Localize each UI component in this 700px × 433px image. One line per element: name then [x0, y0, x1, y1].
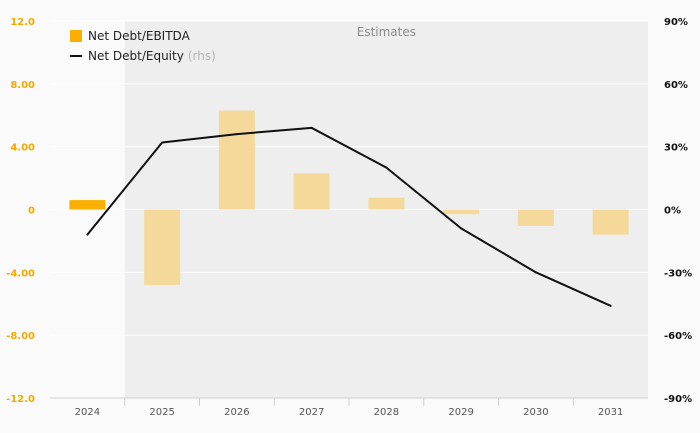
legend-swatch-net-debt-ebitda: [70, 30, 82, 42]
line-point-2031: [609, 304, 612, 307]
y-right-tick-label: -90%: [664, 394, 692, 405]
line-point-2027: [310, 126, 313, 129]
y-right-tick-label: -60%: [664, 331, 692, 342]
x-tick-label: 2026: [224, 407, 249, 418]
y-right-tick-label: 60%: [664, 80, 688, 91]
y-left-tick-label: 4.00: [10, 143, 35, 154]
x-tick-label: 2027: [299, 407, 324, 418]
svg-text:Net Debt/Equity(rhs): Net Debt/Equity (rhs): [88, 49, 216, 63]
line-point-2029: [460, 227, 463, 230]
y-right-tick-label: 90%: [664, 17, 688, 28]
x-tick-label: 2029: [448, 407, 473, 418]
legend-label-rhs-suffix: (rhs): [188, 49, 216, 63]
x-tick-label: 2031: [598, 407, 623, 418]
bar-2031: [592, 209, 629, 235]
bar-2029: [443, 209, 480, 215]
line-point-2025: [161, 141, 164, 144]
y-left-tick-label: 8.00: [10, 80, 35, 91]
legend-label-net-debt-equity: Net Debt/Equity: [88, 49, 184, 63]
x-tick-label: 2028: [374, 407, 399, 418]
bar-2027: [293, 173, 330, 210]
y-left-tick-label: -4.00: [6, 268, 35, 279]
line-series: [86, 126, 612, 307]
y-right-tick-label: -30%: [664, 268, 692, 279]
bar-2026: [218, 110, 255, 210]
y-left-tick-label: 12.0: [10, 17, 35, 28]
y-right-tick-label: 30%: [664, 143, 688, 154]
bar-2030: [517, 209, 554, 226]
line-net-debt-equity: [86, 126, 612, 307]
y-left-tick-label: 0: [28, 206, 35, 217]
y-right-tick-label: 0%: [664, 206, 681, 217]
axes: 12.0 8.00 4.00 0 -4.00 -8.00 -12.0 90% 60% 30% 0% -…: [6, 17, 692, 418]
x-tick-label: 2025: [149, 407, 174, 418]
legend: Net Debt/EBITDA Net Debt/Equity (rhs): [70, 29, 216, 63]
bar-2024: [69, 200, 106, 210]
bar-2028: [368, 197, 405, 210]
line-point-2030: [534, 271, 537, 274]
line-point-2028: [385, 166, 388, 169]
bar-2025: [144, 209, 181, 285]
legend-label-net-debt-ebitda: Net Debt/EBITDA: [88, 29, 191, 43]
y-left-tick-label: -8.00: [6, 331, 35, 342]
estimates-label: Estimates: [357, 25, 416, 39]
line-point-2024: [86, 233, 89, 236]
x-tick-label: 2030: [523, 407, 548, 418]
line-point-2026: [235, 133, 238, 136]
y-left-tick-label: -12.0: [6, 394, 35, 405]
x-tick-label: 2024: [75, 407, 100, 418]
bar-series: [69, 110, 629, 285]
